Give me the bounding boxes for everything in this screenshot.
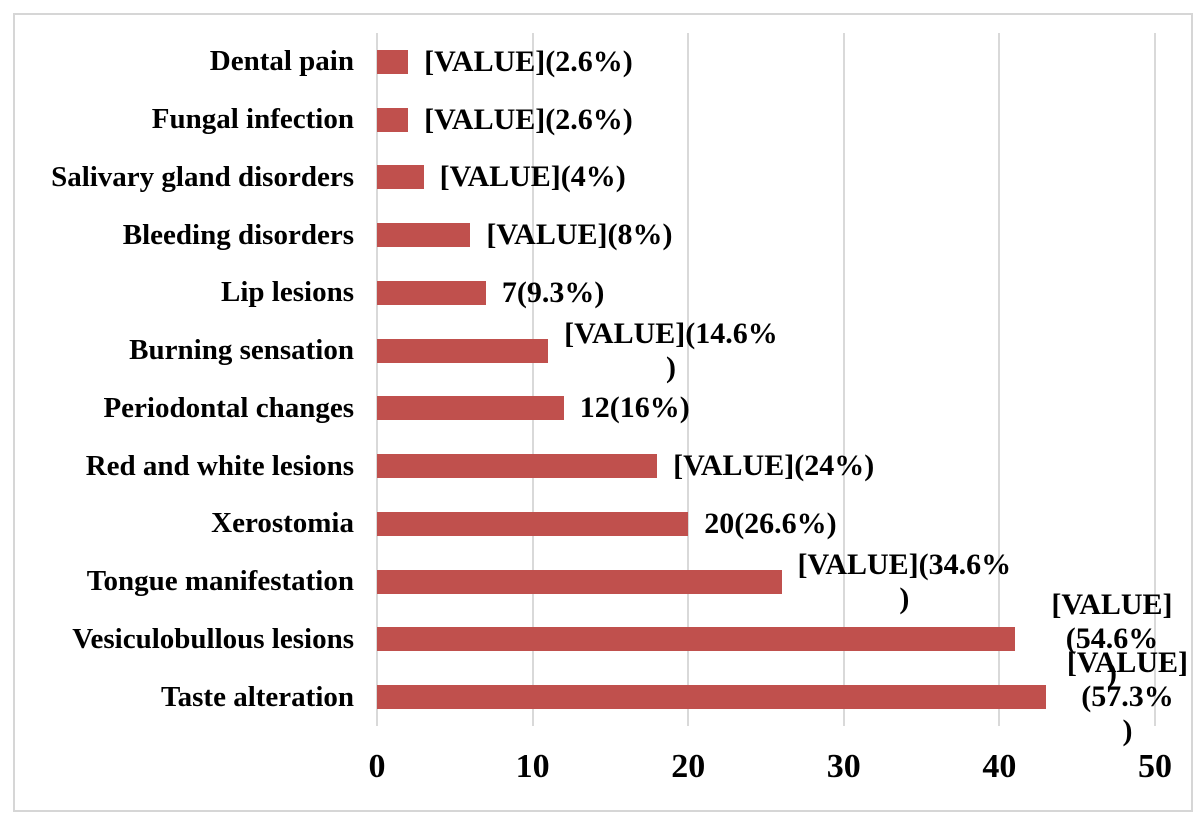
bar	[377, 107, 409, 132]
data-label: [VALUE](34.6% )	[797, 547, 1012, 615]
category-label: Fungal infection	[151, 103, 354, 136]
category-label: Dental pain	[209, 45, 354, 78]
bar	[377, 685, 1047, 710]
category-label: Bleeding disorders	[122, 218, 354, 251]
bar	[377, 165, 424, 190]
bar	[377, 511, 689, 536]
x-tick-label: 50	[1138, 748, 1172, 785]
gridline	[998, 33, 1001, 726]
bar	[377, 569, 782, 594]
data-label: [VALUE](4%)	[439, 160, 626, 194]
x-tick-label: 30	[826, 748, 861, 785]
x-tick-label: 0	[368, 748, 386, 785]
bar	[377, 396, 564, 421]
gridline	[531, 33, 534, 726]
category-label: Taste alteration	[160, 680, 354, 713]
bar	[377, 454, 658, 479]
bar	[377, 49, 409, 74]
bar	[377, 280, 486, 305]
category-label: Xerostomia	[211, 507, 354, 540]
data-label: 7(9.3%)	[501, 275, 605, 309]
category-label: Tongue manifestation	[86, 565, 354, 598]
data-label: [VALUE](24%)	[673, 449, 875, 483]
category-label: Periodontal changes	[103, 391, 354, 424]
data-label: [VALUE](14.6% )	[564, 316, 778, 384]
category-label: Vesiculobullous lesions	[72, 622, 354, 655]
data-label: [VALUE](2.6%)	[424, 102, 633, 136]
data-label: [VALUE](57.3% )	[1066, 646, 1189, 748]
bar	[377, 338, 549, 363]
category-label: Lip lesions	[221, 276, 354, 309]
data-label: 20(26.6%)	[704, 506, 837, 540]
category-label: Burning sensation	[129, 334, 354, 367]
category-label: Red and white lesions	[85, 449, 354, 482]
x-tick-label: 10	[515, 748, 550, 785]
bar	[377, 223, 471, 248]
gridline	[842, 33, 845, 726]
gridline	[376, 33, 378, 726]
gridline	[1154, 33, 1156, 726]
data-label: 12(16%)	[579, 391, 690, 425]
category-label: Salivary gland disorders	[51, 160, 354, 193]
x-tick-label: 40	[982, 748, 1017, 785]
bar	[377, 627, 1015, 652]
data-label: [VALUE](8%)	[486, 218, 673, 252]
data-label: [VALUE](54.6% )	[1051, 588, 1173, 690]
plot-area	[376, 33, 1156, 726]
gridline	[687, 33, 690, 726]
data-label: [VALUE](2.6%)	[424, 44, 633, 78]
x-tick-label: 20	[671, 748, 706, 785]
